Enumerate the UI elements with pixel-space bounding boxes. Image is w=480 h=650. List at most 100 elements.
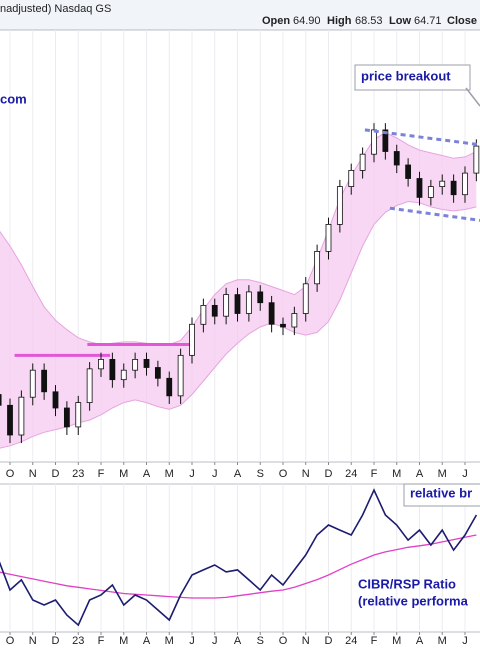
candle-body [177, 354, 184, 397]
annotation: CIBR/RSP Ratio [358, 576, 456, 591]
x-tick-label: O [279, 468, 288, 480]
header-band [0, 0, 480, 30]
candle-body [223, 294, 230, 317]
band-fill [0, 132, 477, 449]
candle-body [325, 223, 332, 252]
candle-body [439, 180, 446, 187]
x-tick-label: N [29, 635, 37, 647]
quote-label: Open [262, 15, 290, 27]
symbol-label: nadjusted) Nasdaq GS [0, 3, 111, 15]
candle-body [143, 358, 150, 368]
candle-body [120, 369, 127, 381]
x-tick-label: 23 [72, 635, 84, 647]
x-tick-label: M [438, 635, 447, 647]
candle-body [371, 129, 377, 155]
candle-body [280, 323, 286, 328]
candle-body [234, 294, 241, 314]
x-tick-label: M [165, 635, 174, 647]
x-tick-label: 23 [72, 468, 84, 480]
channel-line [364, 128, 480, 147]
candle-body [52, 391, 59, 409]
candle-body [359, 153, 366, 171]
candle-body [245, 291, 252, 314]
x-tick-label: D [325, 635, 333, 647]
x-tick-label: A [234, 468, 242, 480]
x-tick-label: A [143, 635, 151, 647]
candle-body [29, 369, 36, 398]
candle-body [41, 369, 48, 393]
x-tick-label: J [212, 635, 218, 647]
x-tick-label: 24 [345, 468, 357, 480]
candle-body [189, 323, 195, 356]
x-tick-label: F [98, 635, 105, 647]
x-tick-label: S [257, 468, 264, 480]
x-tick-label: D [52, 635, 60, 647]
x-tick-label: N [29, 468, 37, 480]
annotation-box [354, 64, 471, 91]
series-line [0, 488, 478, 627]
candle-body [86, 368, 93, 404]
candle-body [109, 358, 116, 381]
x-tick-label: J [462, 635, 468, 647]
x-tick-label: M [165, 468, 174, 480]
candle-body [427, 186, 434, 198]
x-tick-label: J [189, 468, 195, 480]
x-tick-label: J [212, 468, 218, 480]
candle-body [314, 250, 321, 285]
x-tick-label: N [302, 635, 310, 647]
x-tick-label: O [279, 635, 288, 647]
channel-line [389, 206, 480, 222]
candle-body [302, 283, 309, 314]
candle-body [416, 178, 423, 198]
candle-body [98, 358, 104, 370]
x-tick-label: A [416, 468, 424, 480]
x-tick-label: D [325, 468, 333, 480]
x-tick-label: A [416, 635, 424, 647]
x-tick-label: O [6, 635, 15, 647]
candle-body [63, 407, 70, 428]
annotation-arrow [465, 87, 480, 107]
candle-body [211, 304, 218, 317]
series-line [0, 534, 477, 599]
annotation: relative br [410, 485, 472, 500]
candle-body [257, 291, 264, 304]
x-tick-label: N [302, 468, 310, 480]
candle-body [393, 151, 400, 166]
candle-body [450, 180, 457, 196]
x-tick-label: F [98, 468, 105, 480]
candle-body [382, 129, 389, 152]
candle-body [473, 145, 480, 174]
x-tick-label: J [462, 468, 468, 480]
x-tick-label: M [119, 635, 128, 647]
quote-label: High [327, 15, 352, 27]
candle-body [200, 304, 207, 325]
x-tick-label: A [234, 635, 242, 647]
candle-body [18, 396, 25, 436]
candle-body [0, 394, 2, 406]
candle-body [336, 186, 343, 225]
x-tick-label: M [392, 468, 401, 480]
annotation: price breakout [361, 68, 451, 83]
annotation-box [403, 483, 480, 507]
candle-body [154, 367, 161, 379]
quote-value: 68.53 [355, 15, 383, 27]
candle-body [348, 169, 355, 187]
x-tick-label: D [52, 468, 60, 480]
x-tick-label: A [143, 468, 151, 480]
annotation: com [0, 91, 27, 106]
candle-body [462, 172, 468, 196]
x-tick-label: F [371, 468, 378, 480]
candle-body [132, 358, 139, 371]
band-line [0, 132, 477, 346]
quote-label: Low [389, 15, 411, 27]
x-tick-label: M [392, 635, 401, 647]
x-tick-label: S [257, 635, 264, 647]
quote-value: 64.71 [414, 15, 442, 27]
quote-value: 64.90 [293, 15, 321, 27]
x-tick-label: O [6, 468, 15, 480]
x-tick-label: M [119, 468, 128, 480]
candle-body [7, 404, 13, 436]
x-tick-label: J [189, 635, 195, 647]
